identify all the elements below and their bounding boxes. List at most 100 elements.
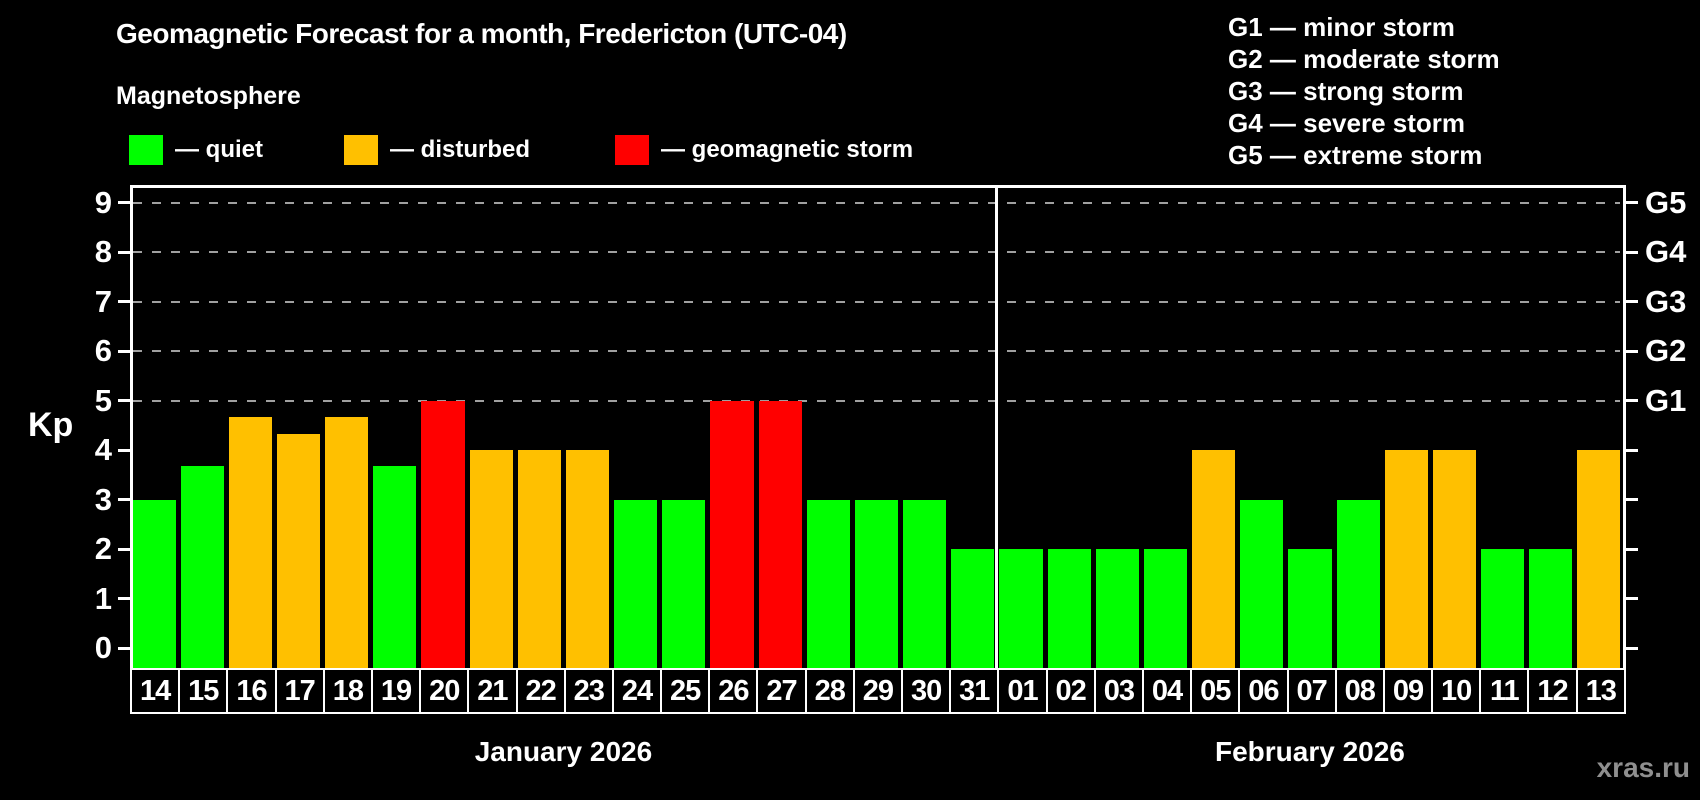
day-cell-13: 13 (1585, 674, 1617, 707)
y-tick-label-8: 8 (94, 234, 112, 269)
month-separator (995, 185, 999, 668)
kp-bar-28 (806, 499, 850, 668)
left-tick-kp8 (118, 250, 130, 254)
kp-bar-27 (758, 400, 802, 668)
legend-label: — disturbed (390, 136, 531, 163)
month-label-1: February 2026 (1214, 736, 1405, 767)
right-tick-kp9 (1626, 201, 1638, 204)
right-tick-kp6 (1626, 349, 1638, 353)
y-axis-title: Kp (28, 406, 74, 444)
gridline-kp8 (133, 251, 1620, 253)
day-cell-19: 19 (373, 670, 422, 712)
kp-bar-05 (1192, 450, 1236, 668)
day-cell-22: 22 (518, 670, 566, 712)
left-tick-kp5 (118, 399, 130, 402)
kp-bar-11 (1481, 549, 1525, 668)
day-cell-01: 01 (999, 670, 1048, 712)
y-tick-label-5: 5 (94, 382, 112, 418)
right-tick-kp2 (1626, 547, 1638, 551)
gridline-kp7 (133, 300, 1620, 303)
day-cell-02: 02 (1048, 670, 1096, 712)
kp-bar-24 (614, 499, 658, 668)
kp-bar-14 (132, 499, 176, 668)
left-tick-kp6 (118, 349, 130, 353)
g-legend-line: G3 — strong storm (1228, 76, 1464, 106)
quiet-swatch-icon (129, 135, 163, 165)
kp-bar-12 (1529, 549, 1573, 668)
g-legend-line: G4 — severe storm (1228, 108, 1466, 138)
day-cell-11: 11 (1481, 670, 1530, 712)
g-axis-label-g5: G5 (1645, 184, 1687, 220)
status-legend: — quiet — disturbed — geomagnetic storm (0, 135, 1700, 165)
kp-bar-25 (662, 499, 706, 668)
kp-bar-29 (854, 499, 899, 668)
kp-bar-31 (951, 549, 995, 668)
kp-bar-06 (1240, 499, 1284, 668)
plot-frame-right (1623, 185, 1626, 668)
right-tick-kp5 (1626, 399, 1638, 402)
disturbed-swatch-icon (344, 135, 378, 165)
storm-swatch-icon (615, 135, 649, 165)
g-legend-line: G5 — extreme storm (1228, 140, 1483, 170)
day-cell-21: 21 (469, 670, 518, 712)
kp-bar-07 (1288, 549, 1332, 668)
legend-label: — geomagnetic storm (661, 136, 914, 163)
legend-label: — quiet (175, 136, 263, 163)
day-cell-09: 09 (1385, 670, 1434, 712)
day-cell-12: 12 (1529, 670, 1578, 712)
gridline-kp6 (133, 350, 1620, 352)
kp-bar-10 (1432, 450, 1476, 668)
y-tick-label-1: 1 (94, 580, 112, 616)
left-tick-kp7 (118, 300, 130, 303)
left-tick-kp3 (118, 498, 130, 501)
day-cell-16: 16 (228, 670, 277, 712)
legend-item-quiet: — quiet (129, 135, 263, 165)
day-cell-07: 07 (1289, 670, 1337, 712)
kp-bar-30 (903, 499, 947, 668)
kp-bar-03 (1095, 549, 1139, 668)
g-axis-label-g3: G3 (1645, 283, 1687, 319)
left-tick-kp9 (118, 201, 130, 204)
kp-bar-13 (1577, 450, 1621, 668)
day-cell-28: 28 (807, 670, 855, 712)
kp-bar-17 (276, 433, 321, 668)
day-cell-04: 04 (1144, 670, 1193, 712)
g-legend-line: G2 — moderate storm (1228, 44, 1500, 74)
kp-bar-23 (565, 450, 610, 668)
watermark: xras.ru (1596, 752, 1690, 783)
day-cell-27: 27 (758, 670, 807, 712)
kp-bar-15 (180, 466, 224, 668)
left-tick-kp0 (118, 646, 130, 650)
day-cell-31: 31 (951, 670, 1000, 712)
right-tick-kp3 (1626, 498, 1638, 501)
legend-item-storm: — geomagnetic storm (615, 135, 913, 165)
day-cell-23: 23 (566, 670, 614, 712)
gridline-kp9 (133, 201, 1620, 204)
day-cell-18: 18 (325, 670, 373, 712)
y-tick-label-2: 2 (94, 531, 112, 566)
right-tick-kp7 (1626, 300, 1638, 303)
g-axis-label-g1: G1 (1645, 382, 1687, 418)
left-tick-kp2 (118, 547, 130, 551)
kp-bar-20 (421, 400, 465, 668)
right-tick-kp1 (1626, 597, 1638, 600)
kp-bar-19 (373, 466, 417, 668)
kp-bar-26 (710, 400, 754, 668)
plot-frame-top (130, 185, 1626, 188)
day-cell-20: 20 (421, 670, 470, 712)
day-cell-24: 24 (614, 670, 663, 712)
kp-bar-16 (228, 416, 272, 668)
plot-frame-left (130, 185, 133, 668)
kp-bar-04 (1143, 549, 1188, 668)
y-tick-label-4: 4 (94, 432, 112, 467)
chart-subtitle: Magnetosphere (116, 82, 301, 110)
kp-bar-08 (1336, 499, 1380, 668)
kp-bar-18 (325, 416, 369, 668)
day-cell-05: 05 (1192, 670, 1241, 712)
kp-bar-22 (517, 450, 561, 668)
right-tick-kp4 (1626, 448, 1638, 452)
g-axis-label-g2: G2 (1645, 333, 1687, 368)
day-cell-08: 08 (1337, 670, 1385, 712)
g-legend-line: G1 — minor storm (1228, 12, 1455, 42)
